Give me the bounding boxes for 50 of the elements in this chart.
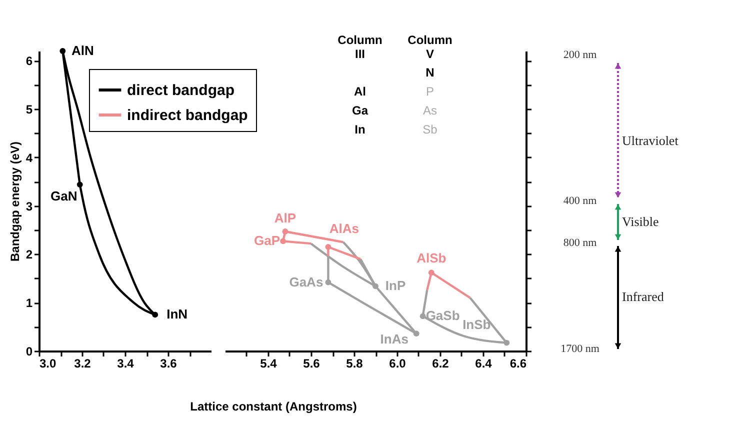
- annotation: InAs: [380, 332, 408, 347]
- y-tick-label: 4: [26, 150, 33, 165]
- x-tick-label: 3.2: [74, 356, 92, 370]
- text: 1700 nm: [560, 343, 600, 355]
- y-tick-label: 5: [26, 102, 33, 117]
- annotation: AlN: [71, 43, 94, 58]
- annotation: Ga: [352, 104, 368, 118]
- annotation: AlP: [274, 210, 296, 226]
- annotation: InP: [385, 278, 406, 294]
- annotation: GaN: [50, 188, 78, 204]
- annotation: AlSb: [416, 250, 446, 266]
- y-tick-label: 0: [26, 344, 33, 358]
- annotation: Sb: [422, 122, 438, 136]
- y-tick-label: 6: [26, 54, 33, 68]
- text: 800 nm: [563, 237, 598, 249]
- annotation: Column III: [338, 33, 382, 61]
- annotation: GaP: [254, 233, 280, 248]
- annotation: GaSb: [426, 308, 460, 324]
- annotation: InN: [166, 306, 188, 322]
- x-tick-label: 3.4: [117, 356, 134, 370]
- legend-label: direct bandgap: [127, 82, 235, 99]
- y-tick-label: 1: [26, 296, 33, 310]
- annotation: GaAs: [289, 274, 324, 290]
- text: Ultraviolet: [622, 133, 679, 148]
- x-tick-label: 6.6: [510, 356, 527, 370]
- text: 400 nm: [563, 195, 598, 207]
- text: Visible: [622, 214, 659, 229]
- annotation: In: [354, 122, 366, 136]
- x-tick-label: 3.0: [40, 356, 57, 370]
- x-tick-label: 5.6: [303, 356, 320, 370]
- y-tick-label: 2: [26, 248, 33, 262]
- annotation: AlAs: [329, 220, 360, 236]
- x-tick-label: 6.4: [475, 356, 492, 370]
- x-tick-label: 6.2: [432, 356, 450, 370]
- annotation: As: [422, 104, 438, 118]
- annotation: Column V: [408, 33, 452, 61]
- y-tick-label: 3: [26, 199, 33, 214]
- y-axis-title: Bandgap energy (eV): [8, 141, 22, 262]
- x-tick-label: 5.4: [260, 356, 278, 370]
- legend-label: indirect bandgap: [127, 107, 248, 124]
- x-tick-label: 3.6: [160, 356, 178, 370]
- text: Infrared: [622, 289, 664, 304]
- annotation: InSb: [462, 316, 491, 332]
- x-tick-label: 5.8: [346, 356, 364, 370]
- annotation: P: [426, 84, 434, 98]
- annotation: Al: [354, 84, 366, 98]
- x-tick-label: 6.0: [389, 356, 406, 370]
- text: 200 nm: [563, 49, 598, 61]
- annotation: N: [426, 66, 434, 80]
- x-axis-title: Lattice constant (Angstroms): [190, 400, 357, 414]
